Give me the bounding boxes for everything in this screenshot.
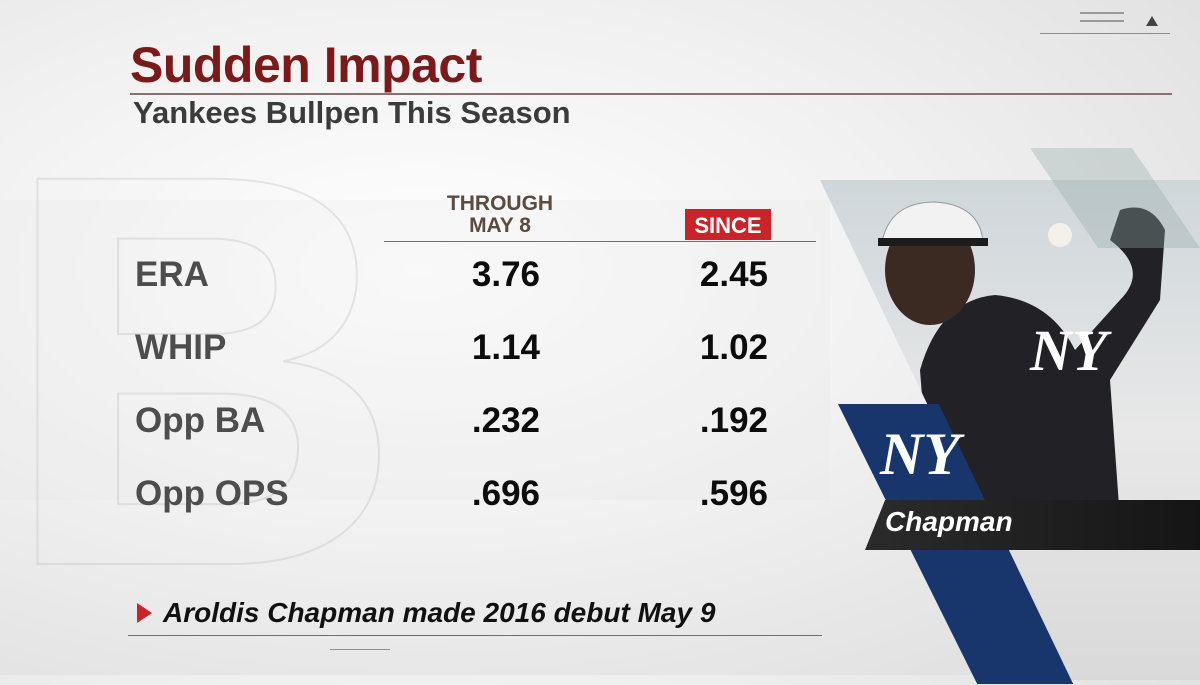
row-label-era: ERA xyxy=(135,255,209,294)
row-label-whip: WHIP xyxy=(135,328,227,367)
name-bar xyxy=(865,500,1200,550)
row-label-opp-ops: Opp OPS xyxy=(135,474,289,513)
value-era-since: 2.45 xyxy=(699,255,768,294)
player-illustration: NY xyxy=(878,201,1165,540)
value-whip-through: 1.14 xyxy=(471,328,540,367)
column-header-since: SINCE xyxy=(685,209,771,240)
page-title: Sudden Impact xyxy=(130,37,482,93)
value-era-through: 3.76 xyxy=(471,255,540,294)
value-opp-ba-through: .232 xyxy=(471,401,540,440)
team-logo: NY xyxy=(880,421,960,487)
column-header-through: THROUGH MAY 8 xyxy=(430,193,570,237)
value-whip-since: 1.02 xyxy=(699,328,768,367)
player-name: Chapman xyxy=(885,506,1013,537)
footnote: Aroldis Chapman made 2016 debut May 9 xyxy=(163,597,716,628)
top-rule xyxy=(1040,33,1170,34)
header-rule xyxy=(384,241,816,242)
column-header-through-line2: MAY 8 xyxy=(469,214,531,237)
value-opp-ops-through: .696 xyxy=(471,474,540,513)
row-label-opp-ba: Opp BA xyxy=(135,401,266,440)
footnote-rule xyxy=(128,635,822,636)
triangle-up-icon xyxy=(1146,16,1158,26)
svg-text:NY: NY xyxy=(1029,318,1112,383)
bottom-rule xyxy=(330,649,390,650)
menu-lines-icon xyxy=(1080,12,1124,28)
background-band xyxy=(0,200,830,500)
value-opp-ops-since: .596 xyxy=(699,474,768,513)
red-arrow-icon xyxy=(137,603,152,623)
column-header-through-line1: THROUGH xyxy=(446,192,554,215)
value-opp-ba-since: .192 xyxy=(699,401,768,440)
page-subtitle: Yankees Bullpen This Season xyxy=(133,95,571,130)
title-rule xyxy=(130,93,1172,95)
background-watermark: B xyxy=(0,57,405,683)
